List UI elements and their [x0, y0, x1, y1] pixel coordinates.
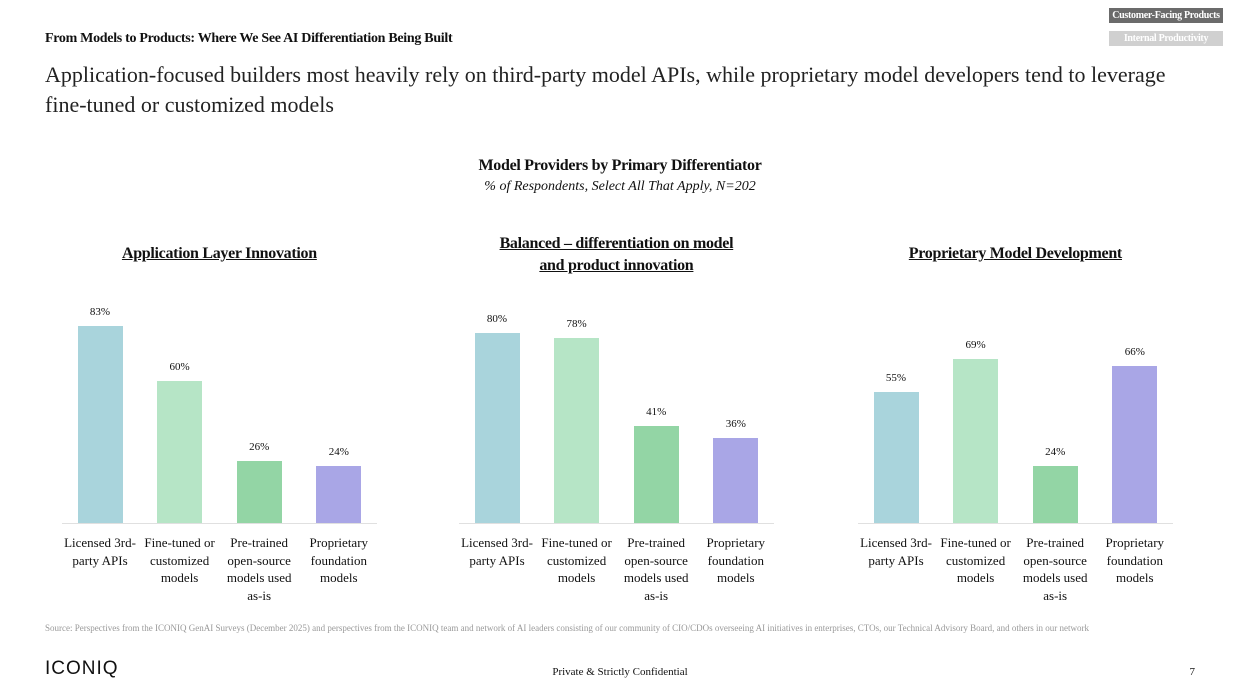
baseline [459, 523, 774, 524]
bar [474, 333, 520, 523]
data-label: 60% [169, 360, 190, 373]
data-label: 55% [885, 372, 907, 385]
tab[interactable]: Internal Productivity [1109, 31, 1223, 46]
category-label: Pre-trained open-source models used as-i… [623, 535, 689, 603]
category-label: Proprietary foundation models [706, 535, 766, 585]
data-label: 80% [486, 313, 508, 326]
category-label: Licensed 3rd-party APIs [461, 535, 533, 568]
bar [157, 380, 203, 523]
tab[interactable]: Customer-Facing Products [1109, 8, 1223, 23]
category-label: Pre-trained open-source models used as-i… [1022, 535, 1088, 603]
bar [236, 461, 282, 523]
category-label: Fine-tuned or customized models [940, 535, 1011, 585]
category-label: Fine-tuned or customized models [144, 535, 215, 585]
bar [953, 359, 999, 523]
data-label: 26% [249, 441, 270, 454]
category-label: Proprietary foundation models [1105, 535, 1165, 585]
category-label: Pre-trained open-source models used as-i… [226, 535, 292, 603]
bar [1032, 466, 1078, 523]
source-note: Source: Perspectives from the ICONIQ Gen… [45, 623, 1090, 633]
bar [1112, 366, 1158, 523]
bar [554, 337, 600, 523]
headline: Application-focused builders most heavil… [45, 62, 1166, 117]
bar [873, 392, 919, 523]
data-label: 66% [1124, 346, 1145, 359]
chart-title: Proprietary Model Development [908, 245, 1122, 262]
bar [316, 466, 362, 523]
page-number: 7 [1189, 666, 1196, 678]
chart-title: Application Layer Innovation [121, 245, 317, 262]
figure-subtitle: % of Respondents, Select All That Apply,… [484, 179, 756, 194]
logo: ICONIQ [45, 658, 119, 679]
category-label: Licensed 3rd-party APIs [860, 535, 932, 568]
data-label: 41% [646, 405, 667, 418]
data-label: 24% [328, 446, 349, 459]
data-label: 78% [566, 317, 587, 330]
data-label: 69% [965, 339, 986, 352]
section-title: From Models to Products: Where We See AI… [45, 31, 453, 46]
baseline [62, 523, 377, 524]
baseline [858, 523, 1173, 524]
chart-title: Balanced – differentiation on model and … [499, 235, 734, 274]
data-label: 24% [1045, 446, 1066, 459]
confidential-note: Private & Strictly Confidential [552, 666, 688, 678]
figure-title: Model Providers by Primary Differentiato… [478, 157, 762, 174]
bar [633, 425, 679, 523]
data-label: 83% [89, 306, 111, 318]
category-label: Licensed 3rd-party APIs [64, 535, 136, 568]
data-label: 36% [725, 417, 746, 430]
bar [713, 437, 759, 523]
category-label: Fine-tuned or customized models [541, 535, 612, 585]
bar [77, 326, 123, 523]
category-label: Proprietary foundation models [309, 535, 369, 585]
